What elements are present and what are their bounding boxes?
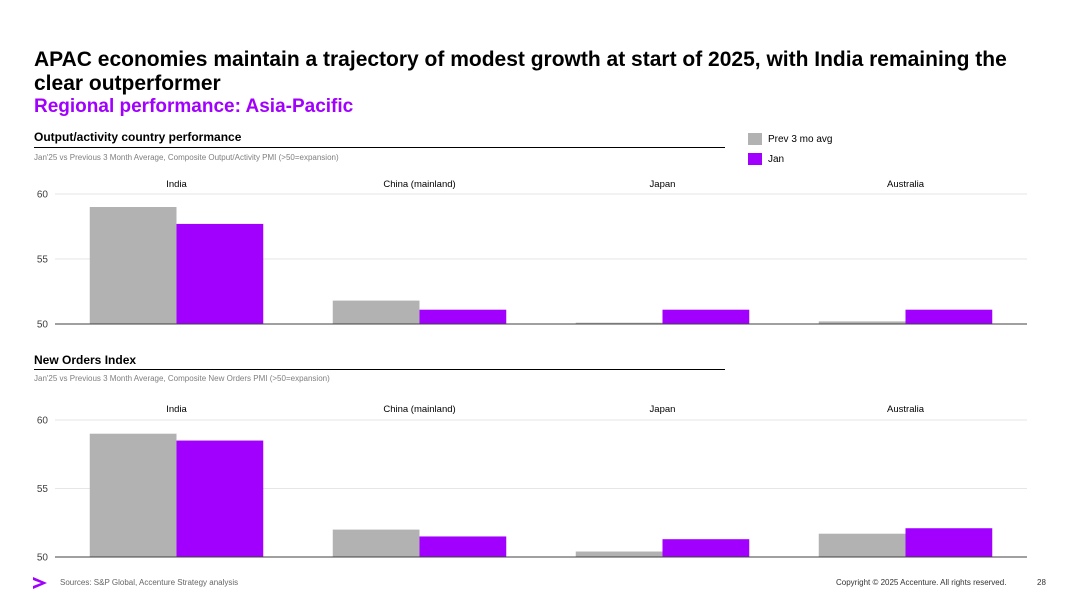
y-tick-label: 55 xyxy=(37,484,49,495)
bar-jan xyxy=(419,309,507,324)
bar-prev xyxy=(89,207,177,324)
bar-jan xyxy=(905,309,993,324)
legend-item-jan: Jan xyxy=(748,153,832,167)
page-number: 28 xyxy=(1037,578,1046,587)
bar-prev xyxy=(332,529,420,557)
bar-prev xyxy=(818,533,906,557)
category-label: China (mainland) xyxy=(383,404,455,415)
footer-source: Sources: S&P Global, Accenture Strategy … xyxy=(60,578,239,587)
page-title: APAC economies maintain a trajectory of … xyxy=(34,48,1007,95)
bar-prev xyxy=(818,321,906,324)
y-tick-label: 60 xyxy=(37,416,49,427)
bar-jan xyxy=(905,528,993,557)
bar-jan xyxy=(419,536,507,557)
legend-label-prev: Prev 3 mo avg xyxy=(768,134,833,145)
section-note-output: Jan'25 vs Previous 3 Month Average, Comp… xyxy=(34,153,339,162)
category-label: India xyxy=(166,179,187,190)
bar-jan xyxy=(662,309,750,324)
category-label: Japan xyxy=(650,404,676,415)
section-rule-new-orders xyxy=(34,369,725,370)
category-label: China (mainland) xyxy=(383,179,455,190)
bar-jan xyxy=(176,440,264,557)
y-tick-label: 50 xyxy=(37,320,49,331)
bar-prev xyxy=(575,322,663,324)
bar-prev xyxy=(89,433,177,557)
bar-jan xyxy=(662,539,750,557)
output-activity-chart: 50 55 60 India China (mainland) Japan Australi… xyxy=(37,179,1027,331)
chart-legend: Prev 3 mo avg Jan xyxy=(748,133,832,173)
y-tick-label: 50 xyxy=(37,553,49,564)
bar-jan xyxy=(176,223,264,324)
page-subtitle: Regional performance: Asia-Pacific xyxy=(34,96,354,117)
bar-prev xyxy=(332,300,420,324)
y-tick-label: 55 xyxy=(37,255,49,266)
legend-label-jan: Jan xyxy=(768,154,785,165)
category-label: Australia xyxy=(887,404,925,415)
category-label: Australia xyxy=(887,179,925,190)
footer-copyright: Copyright © 2025 Accenture. All rights r… xyxy=(836,578,1007,587)
accenture-logo-icon xyxy=(33,577,47,589)
legend-item-prev: Prev 3 mo avg xyxy=(748,133,832,147)
section-title-output: Output/activity country performance xyxy=(34,130,242,144)
bar-prev xyxy=(575,551,663,557)
new-orders-chart: 50 55 60 India China (mainland) Japan Australi… xyxy=(37,404,1027,564)
section-title-new-orders: New Orders Index xyxy=(34,353,137,367)
legend-swatch-prev xyxy=(748,133,762,145)
category-label: India xyxy=(166,404,187,415)
legend-swatch-jan xyxy=(748,153,762,165)
section-note-new-orders: Jan'25 vs Previous 3 Month Average, Comp… xyxy=(34,374,330,383)
section-rule-output xyxy=(34,147,725,148)
category-label: Japan xyxy=(650,179,676,190)
y-tick-label: 60 xyxy=(37,190,49,201)
